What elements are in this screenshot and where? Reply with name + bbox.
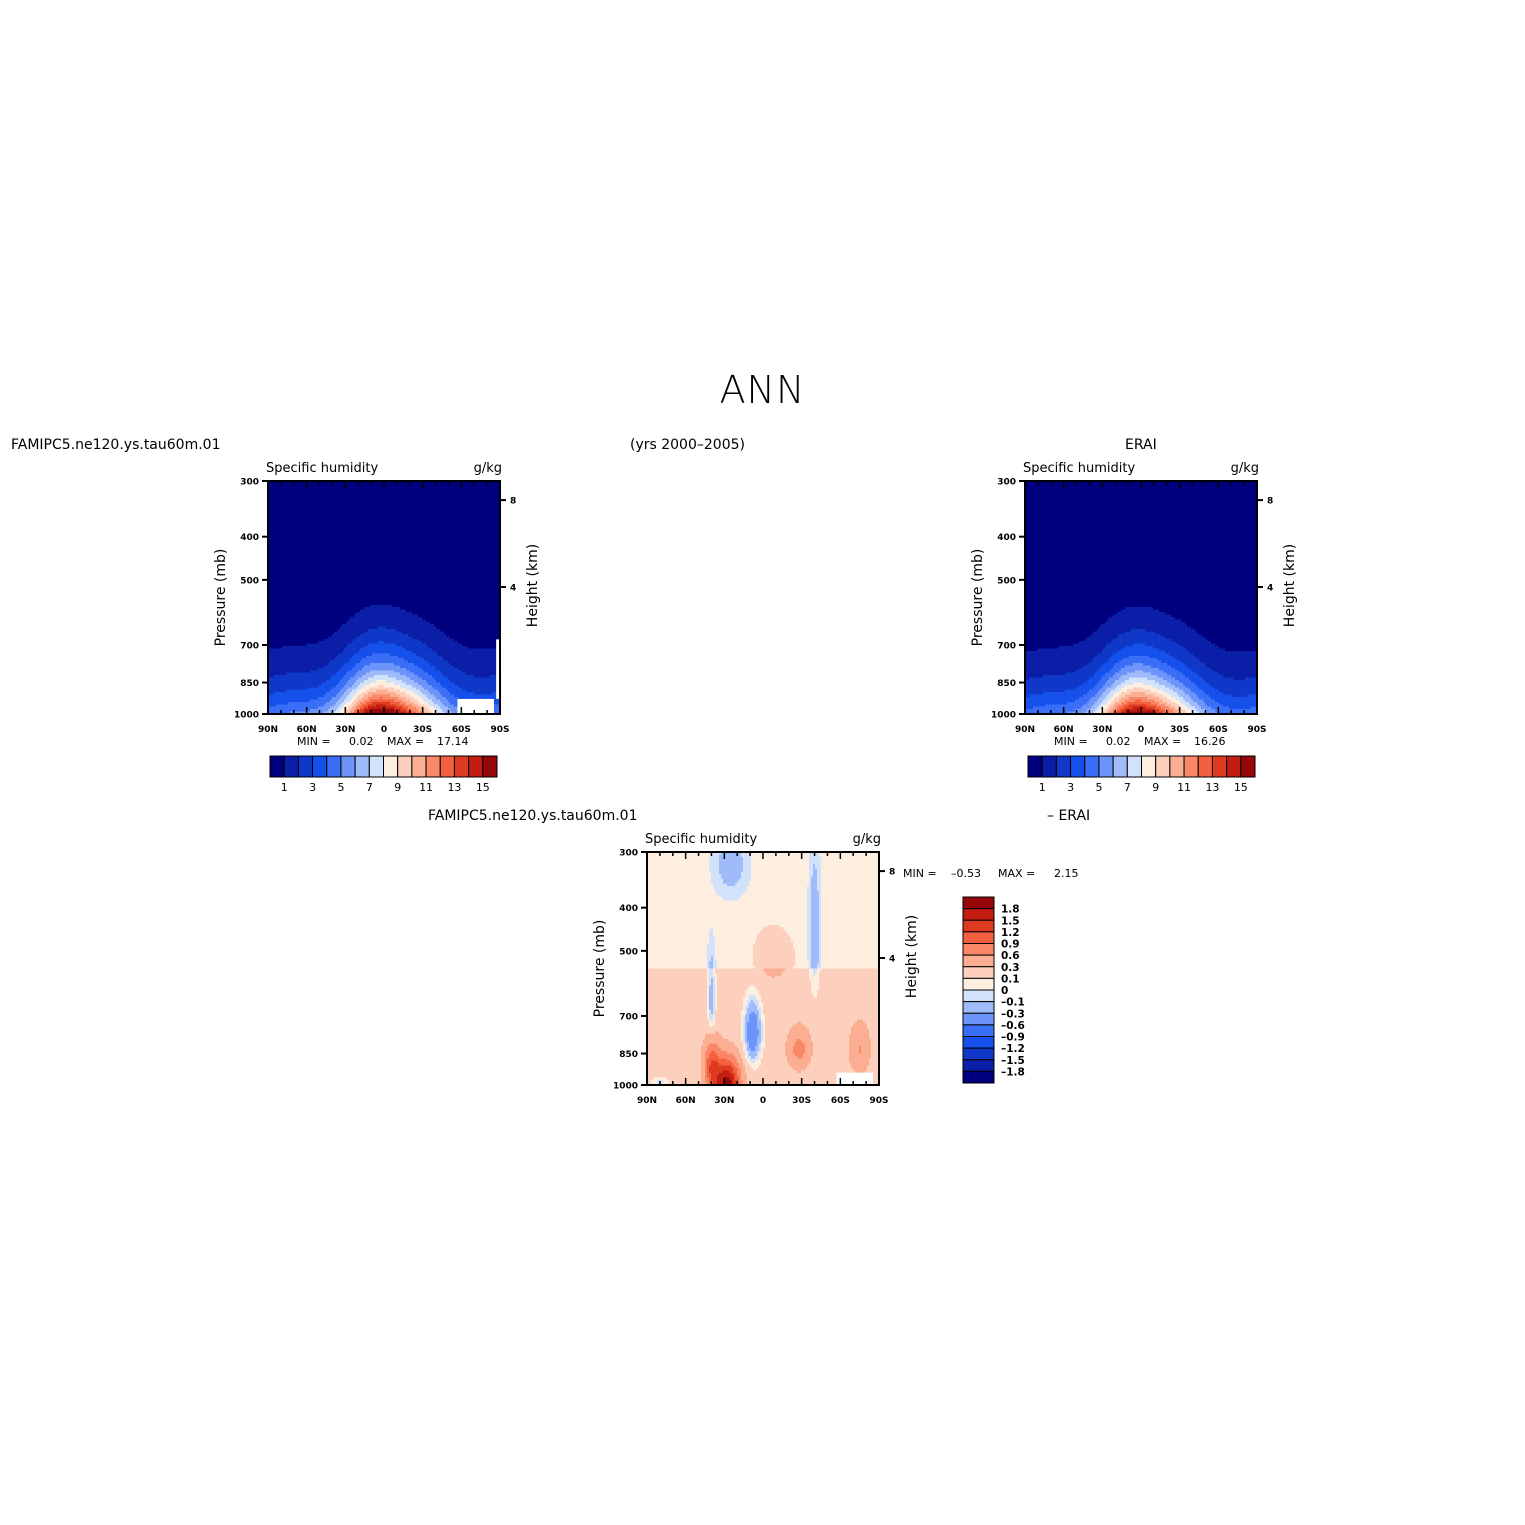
panel-model: 90N 60N 30N 0 30S 60S 90S3004005007008501000Pr… [213, 461, 541, 794]
contour-field-model [268, 481, 501, 715]
